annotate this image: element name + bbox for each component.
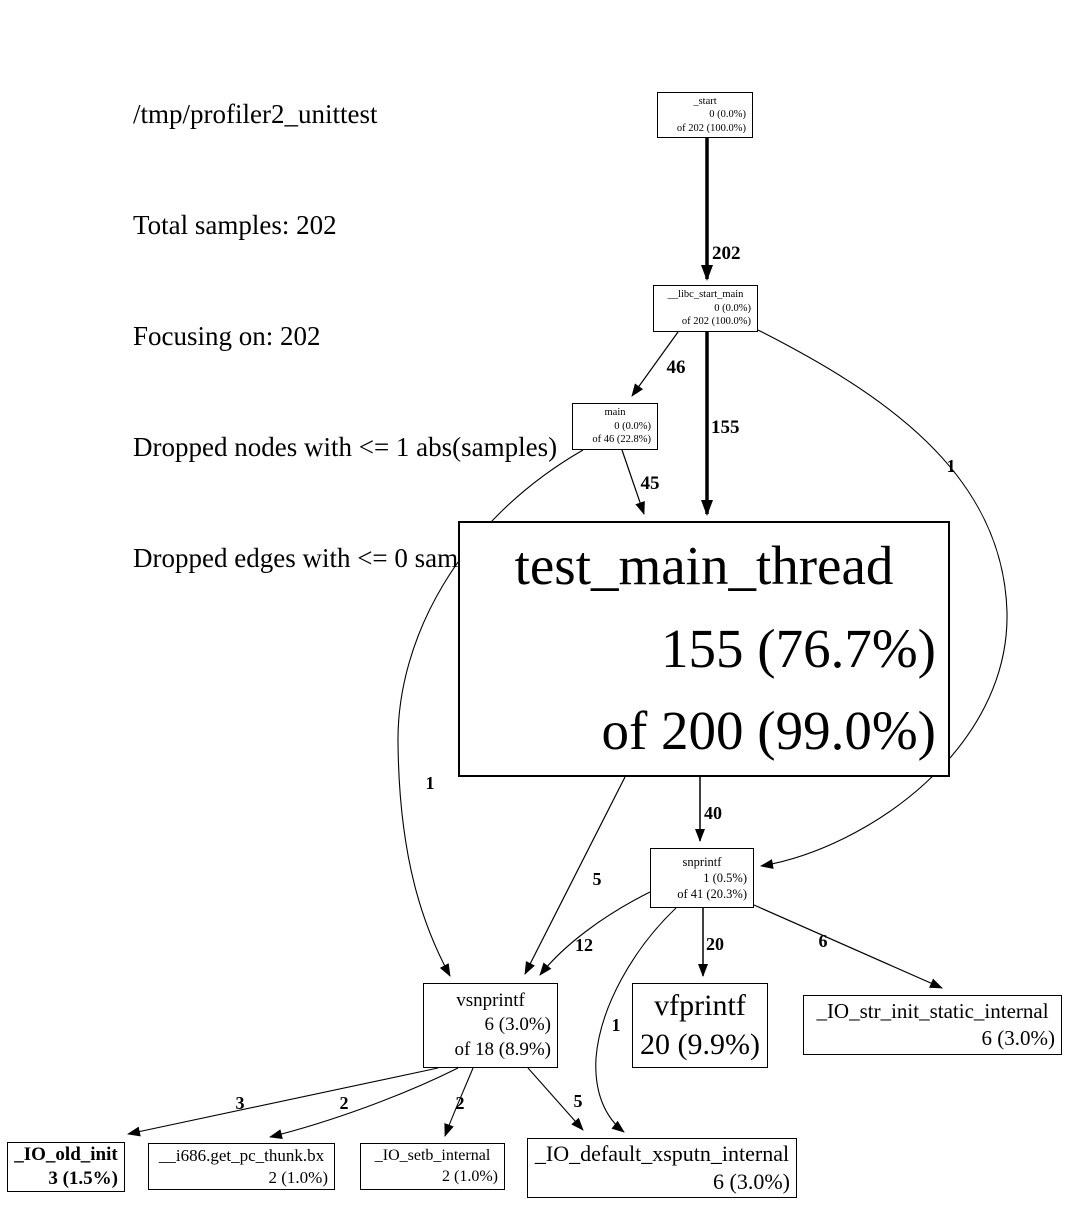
focusing-on-line: Focusing on: 202 <box>133 321 321 351</box>
node-vsnprintf-self: 6 (3.0%) <box>484 1014 551 1036</box>
edge-label-40: 40 <box>704 803 722 823</box>
node-vfprintf-name: vfprintf <box>654 989 746 1023</box>
node-strinit-self: 6 (3.0%) <box>981 1026 1055 1050</box>
edge-label-12: 12 <box>575 935 593 955</box>
node-tmt-self: 155 (76.7%) <box>661 617 936 679</box>
edge-snprintf-strinit <box>753 904 943 989</box>
node-io-default-xsputn-internal: _IO_default_xsputn_internal 6 (3.0%) <box>527 1138 797 1198</box>
node-snprintf: snprintf 1 (0.5%) of 41 (20.3%) <box>650 848 754 908</box>
edge-vsnprintf-oldinit <box>127 1067 439 1137</box>
edge-label-202: 202 <box>712 243 741 264</box>
node-snprintf-name: snprintf <box>682 855 722 869</box>
node-vfprintf-self: 20 (9.9%) <box>640 1027 760 1061</box>
edge-vsnprintf-thunk <box>269 1067 459 1139</box>
node-snprintf-self: 1 (0.5%) <box>703 871 747 885</box>
node-thunk-self: 2 (1.0%) <box>268 1167 328 1187</box>
node-vsnprintf: vsnprintf 6 (3.0%) of 18 (8.9%) <box>423 983 558 1068</box>
node-main: main 0 (0.0%) of 46 (22.8%) <box>572 403 658 450</box>
node-vsnprintf-name: vsnprintf <box>456 990 525 1012</box>
edge-label-1-left: 1 <box>426 773 435 793</box>
node-xsputn-name: _IO_default_xsputn_internal <box>534 1140 790 1166</box>
node-tmt-total: of 200 (99.0%) <box>601 700 936 762</box>
node-test-main-thread: test_main_thread 155 (76.7%) of 200 (99.… <box>458 521 950 777</box>
node-setb-self: 2 (1.0%) <box>442 1167 498 1185</box>
node-snprintf-total: of 41 (20.3%) <box>677 887 747 901</box>
edge-vsnprintf-xsputn <box>527 1067 584 1131</box>
edge-label-2-thunk: 2 <box>340 1093 349 1113</box>
node-io-old-init: _IO_old_init 3 (1.5%) <box>7 1142 125 1192</box>
edge-vsnprintf-setb <box>444 1067 474 1137</box>
edge-label-2-setb: 2 <box>456 1093 465 1113</box>
node-io-str-init-static-internal: _IO_str_init_static_internal 6 (3.0%) <box>803 995 1062 1055</box>
node-oldinit-self: 3 (1.5%) <box>48 1168 118 1189</box>
edge-label-155: 155 <box>711 417 740 438</box>
node-strinit-name: _IO_str_init_static_internal <box>816 999 1049 1024</box>
edge-libc-main <box>631 331 679 397</box>
node-io-setb-internal: _IO_setb_internal 2 (1.0%) <box>360 1143 505 1190</box>
node-xsputn-self: 6 (3.0%) <box>713 1169 790 1194</box>
edge-main-vsnprintf <box>397 449 584 977</box>
node-libc-name: __libc_start_main <box>667 289 744 301</box>
profile-binary-path: /tmp/profiler2_unittest <box>133 99 378 129</box>
edge-label-6: 6 <box>819 931 828 951</box>
dropped-nodes-line: Dropped nodes with <= 1 abs(samples) <box>133 432 558 462</box>
node-start-name: _start <box>693 95 717 107</box>
edge-tmt-vsnprintf <box>524 776 626 975</box>
node-start-self: 0 (0.0%) <box>709 109 746 121</box>
profile-summary: /tmp/profiler2_unittest Total samples: 2… <box>133 22 557 651</box>
node-libc-total: of 202 (100.0%) <box>681 316 751 328</box>
node-setb-name: _IO_setb_internal <box>374 1147 491 1165</box>
node-thunk-name: __i686.get_pc_thunk.bx <box>158 1145 325 1165</box>
node-vfprintf: vfprintf 20 (9.9%) <box>632 983 768 1068</box>
edge-label-45: 45 <box>641 473 660 494</box>
node-libc-self: 0 (0.0%) <box>714 302 751 314</box>
edge-snprintf-xsputn <box>595 907 677 1133</box>
edge-snprintf-vsnprintf <box>539 891 651 976</box>
edge-libc-snprintf <box>757 329 1008 869</box>
node-oldinit-name: _IO_old_init <box>14 1143 118 1165</box>
edge-label-1-lower: 1 <box>612 1015 621 1035</box>
edge-label-20: 20 <box>706 934 724 954</box>
total-samples-line: Total samples: 202 <box>133 210 337 240</box>
node-main-name: main <box>604 407 626 419</box>
edge-label-5-bottom: 5 <box>574 1091 583 1111</box>
node-start-total: of 202 (100.0%) <box>676 122 746 134</box>
node-main-self: 0 (0.0%) <box>614 420 651 432</box>
node-main-total: of 46 (22.8%) <box>592 434 651 446</box>
edge-label-5-mid: 5 <box>593 869 602 889</box>
edge-label-1-right: 1 <box>947 456 956 476</box>
edge-label-3: 3 <box>236 1093 245 1113</box>
node-libc-start-main: __libc_start_main 0 (0.0%) of 202 (100.0… <box>653 285 758 332</box>
node-vsnprintf-total: of 18 (8.9%) <box>454 1038 551 1060</box>
edge-label-46: 46 <box>667 357 686 378</box>
node-i686-get-pc-thunk: __i686.get_pc_thunk.bx 2 (1.0%) <box>148 1143 335 1190</box>
dropped-edges-line: Dropped edges with <= 0 samples <box>133 543 502 573</box>
edge-main-tmt <box>621 449 645 515</box>
node-start: _start 0 (0.0%) of 202 (100.0%) <box>657 92 753 138</box>
node-tmt-name: test_main_thread <box>514 535 894 597</box>
